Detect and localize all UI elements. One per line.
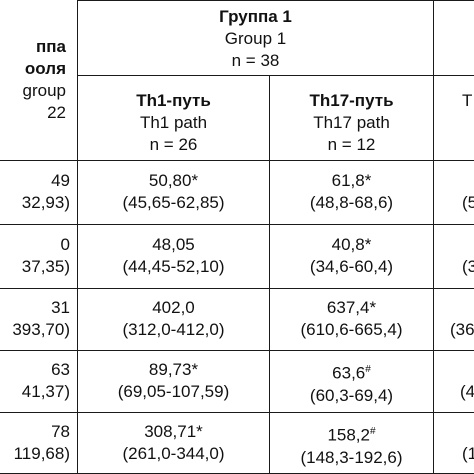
header-bottom-border <box>0 160 474 162</box>
table-row-th1-cell: 402,0 (312,0-412,0) <box>78 297 269 341</box>
cell-range: (4 <box>460 382 474 401</box>
table-row-right-cell: (4 <box>460 359 474 403</box>
table-row-th1-cell: 50,80* (45,65-62,85) <box>78 170 269 214</box>
cell-median: 48,05 <box>152 235 195 254</box>
cell-range: (3 <box>462 257 474 276</box>
cell-range: 41,37) <box>21 382 70 401</box>
right-column-header-fragment: T <box>462 91 473 110</box>
cell-range: (261,0-344,0) <box>122 444 225 463</box>
significance-marker: # <box>369 426 376 437</box>
cell-median: 78 <box>51 422 70 441</box>
cell-range: (36 <box>450 320 474 339</box>
cell-median: 49 <box>51 171 70 190</box>
table-row-left-cell: 78 119,68) <box>0 421 70 465</box>
group1-n: n = 38 <box>231 51 280 70</box>
cell-median: 89,73* <box>148 360 199 379</box>
cell-median: 0 <box>60 235 70 254</box>
cell-median <box>462 170 474 192</box>
cell-range: (5 <box>462 193 474 212</box>
cell-range: (1 <box>462 444 474 463</box>
th17-title-en: Th17 path <box>313 113 390 132</box>
cell-median: 402,0 <box>152 298 195 317</box>
row-divider <box>0 224 474 226</box>
cell-range: 393,70) <box>12 320 70 339</box>
table-row-right-cell: (5 <box>462 170 474 214</box>
table-row-th17-cell: 63,6# (60,3-69,4) <box>270 359 433 407</box>
th17-n: n = 12 <box>327 135 376 154</box>
cell-median <box>450 297 474 319</box>
cell-median: 40,8* <box>331 235 372 254</box>
cell-median: 63 <box>51 360 70 379</box>
cell-median: 61,8* <box>331 171 372 190</box>
control-group-title-ru: ппа <box>36 37 66 56</box>
cell-median: 637,4* <box>326 298 377 317</box>
table-row-right-cell: (36 <box>450 297 474 341</box>
table-row-th17-cell: 637,4* (610,6-665,4) <box>270 297 433 341</box>
column-divider <box>269 75 271 474</box>
cell-median: 50,80* <box>148 171 199 190</box>
cell-median: 308,71* <box>144 422 203 441</box>
cell-range: (148,3-192,6) <box>300 447 403 467</box>
table-row-th17-cell: 61,8* (48,8-68,6) <box>270 170 433 214</box>
table-row-th1-cell: 89,73* (69,05-107,59) <box>78 359 269 403</box>
table-row-left-cell: 0 37,35) <box>0 234 70 278</box>
control-group-title-ru-2: ооля <box>24 59 66 78</box>
column-divider <box>433 0 435 474</box>
control-group-header: ппа ооля group 22 <box>0 36 66 124</box>
table-row-left-cell: 63 41,37) <box>0 359 70 403</box>
significance-marker: # <box>365 364 371 375</box>
group1-title-ru: Группа 1 <box>219 7 292 26</box>
control-group-title-en: group <box>22 81 66 100</box>
cell-range: 119,68) <box>13 444 70 463</box>
cell-median: 31 <box>51 298 70 317</box>
cell-range: (45,65-62,85) <box>122 193 225 212</box>
group1-header: Группа 1 Group 1 n = 38 <box>78 6 433 72</box>
row-divider <box>0 350 474 352</box>
table-row-left-cell: 31 393,70) <box>0 297 70 341</box>
th17-title-ru: Th17-путь <box>309 91 394 110</box>
cell-range: (48,8-68,6) <box>309 193 394 212</box>
th1-n: n = 26 <box>149 135 198 154</box>
group1-title-en: Group 1 <box>224 29 287 48</box>
row-divider <box>0 412 474 414</box>
th1-title-ru: Th1-путь <box>136 91 211 110</box>
table-row-th1-cell: 48,05 (44,45-52,10) <box>78 234 269 278</box>
cell-median: 158,2# <box>327 425 376 445</box>
table-row-left-cell: 49 32,93) <box>0 170 70 214</box>
th1-header: Th1-путь Th1 path n = 26 <box>78 90 269 156</box>
cell-range: (69,05-107,59) <box>117 382 230 401</box>
th17-header: Th17-путь Th17 path n = 12 <box>270 90 433 156</box>
th1-title-en: Th1 path <box>139 113 208 132</box>
table-row-right-cell: (1 <box>462 421 474 465</box>
table-top-border <box>78 0 474 2</box>
group1-divider <box>78 75 474 77</box>
table-row-th1-cell: 308,71* (261,0-344,0) <box>78 421 269 465</box>
row-divider <box>0 288 474 290</box>
table-row-th17-cell: 40,8* (34,6-60,4) <box>270 234 433 278</box>
cell-median: 63,6# <box>332 363 371 383</box>
cell-range: 32,93) <box>21 193 70 212</box>
column-divider <box>77 0 79 474</box>
cell-range: 37,35) <box>21 257 70 276</box>
cell-median <box>460 359 474 381</box>
cell-range: (312,0-412,0) <box>122 320 225 339</box>
cell-range: (60,3-69,4) <box>309 385 394 405</box>
cell-range: (610,6-665,4) <box>300 320 403 339</box>
table-row-right-cell: (3 <box>462 234 474 278</box>
cell-median <box>462 234 474 256</box>
cell-range: (44,45-52,10) <box>122 257 225 276</box>
cell-range: (34,6-60,4) <box>309 257 394 276</box>
cell-median <box>462 421 474 443</box>
table-row-th17-cell: 158,2# (148,3-192,6) <box>270 421 433 469</box>
control-group-n: 22 <box>47 103 66 122</box>
